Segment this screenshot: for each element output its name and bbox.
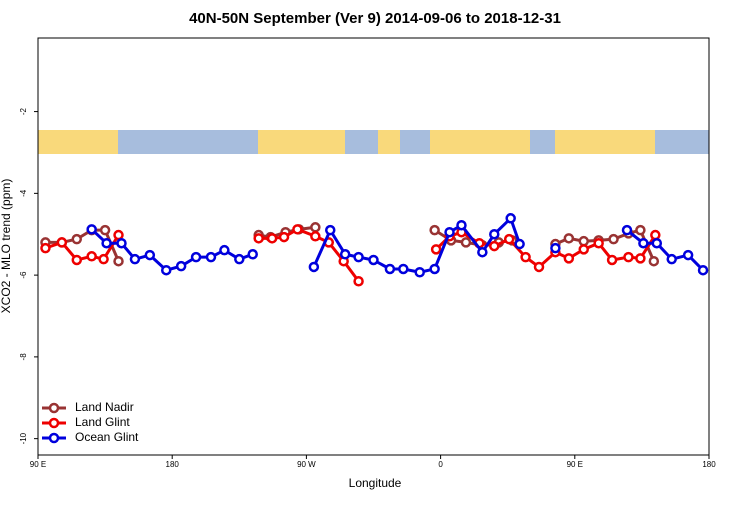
point xyxy=(578,244,589,255)
legend-point xyxy=(48,432,60,444)
point xyxy=(234,253,245,265)
point xyxy=(253,233,264,244)
point xyxy=(113,255,124,267)
point xyxy=(514,238,525,250)
point xyxy=(278,231,290,243)
x-tick-label: 180 xyxy=(702,460,716,469)
point xyxy=(144,249,156,261)
point xyxy=(101,237,112,249)
point xyxy=(520,251,531,263)
point xyxy=(71,254,83,266)
point xyxy=(98,253,109,265)
point xyxy=(175,260,187,272)
point xyxy=(456,219,467,231)
point xyxy=(353,251,364,263)
point xyxy=(563,253,575,264)
point xyxy=(384,263,396,275)
point xyxy=(56,237,68,248)
point xyxy=(563,233,575,244)
point xyxy=(219,244,230,256)
point xyxy=(205,251,217,263)
y-tick-label: -4 xyxy=(19,189,28,197)
point xyxy=(429,224,440,236)
point xyxy=(550,242,561,254)
x-tick-label: 180 xyxy=(166,460,180,469)
map-strip xyxy=(38,130,709,154)
point xyxy=(533,261,545,273)
point xyxy=(113,229,124,241)
point xyxy=(666,253,677,265)
x-axis-label: Longitude xyxy=(349,476,402,490)
legend-point xyxy=(48,417,60,429)
point xyxy=(40,242,51,254)
point xyxy=(339,249,351,260)
point xyxy=(368,254,379,266)
point xyxy=(310,222,321,233)
point xyxy=(414,267,425,278)
point xyxy=(99,224,111,236)
point xyxy=(650,229,661,241)
point xyxy=(682,249,694,261)
point xyxy=(608,233,619,245)
point xyxy=(325,224,336,236)
plot-frame xyxy=(37,37,710,456)
point xyxy=(503,233,515,245)
point xyxy=(308,261,320,273)
point xyxy=(505,213,516,224)
chart-title: 40N-50N September (Ver 9) 2014-09-06 to … xyxy=(189,10,561,27)
point xyxy=(398,263,409,275)
x-tick-label: 90 E xyxy=(30,460,46,469)
legend-label: Land Nadir xyxy=(75,400,134,414)
point xyxy=(71,233,83,245)
y-tick-label: -6 xyxy=(19,271,28,279)
point xyxy=(477,246,488,258)
point xyxy=(429,263,440,275)
x-tick-label: 90 E xyxy=(567,460,583,469)
point xyxy=(623,251,634,263)
legend-label: Ocean Glint xyxy=(75,430,139,444)
y-tick-label: -2 xyxy=(19,107,28,115)
point xyxy=(648,255,660,267)
point xyxy=(129,253,141,265)
point xyxy=(353,276,364,287)
x-tick-label: 0 xyxy=(438,460,443,469)
point xyxy=(578,235,589,247)
point xyxy=(651,237,663,249)
point xyxy=(86,251,97,262)
point xyxy=(489,240,500,252)
point xyxy=(606,254,618,266)
point xyxy=(635,224,646,236)
y-axis-label: XCO2 - MLO trend (ppm) xyxy=(0,179,13,314)
point xyxy=(190,251,202,263)
point xyxy=(593,237,604,249)
point xyxy=(310,231,321,242)
point xyxy=(430,244,442,255)
point xyxy=(292,224,303,235)
point xyxy=(489,228,500,240)
point xyxy=(621,224,633,236)
point xyxy=(638,237,649,249)
y-tick-label: -10 xyxy=(19,432,28,444)
point xyxy=(444,226,455,238)
point xyxy=(86,224,97,235)
y-tick-label: -8 xyxy=(19,353,28,361)
legend-point xyxy=(48,402,60,414)
point xyxy=(160,264,172,276)
legend-label: Land Glint xyxy=(75,415,130,429)
point xyxy=(635,253,646,264)
point xyxy=(460,237,472,248)
point xyxy=(266,233,278,244)
point xyxy=(116,237,127,249)
point xyxy=(247,249,258,260)
point xyxy=(697,264,709,276)
x-tick-label: 90 W xyxy=(297,460,316,469)
